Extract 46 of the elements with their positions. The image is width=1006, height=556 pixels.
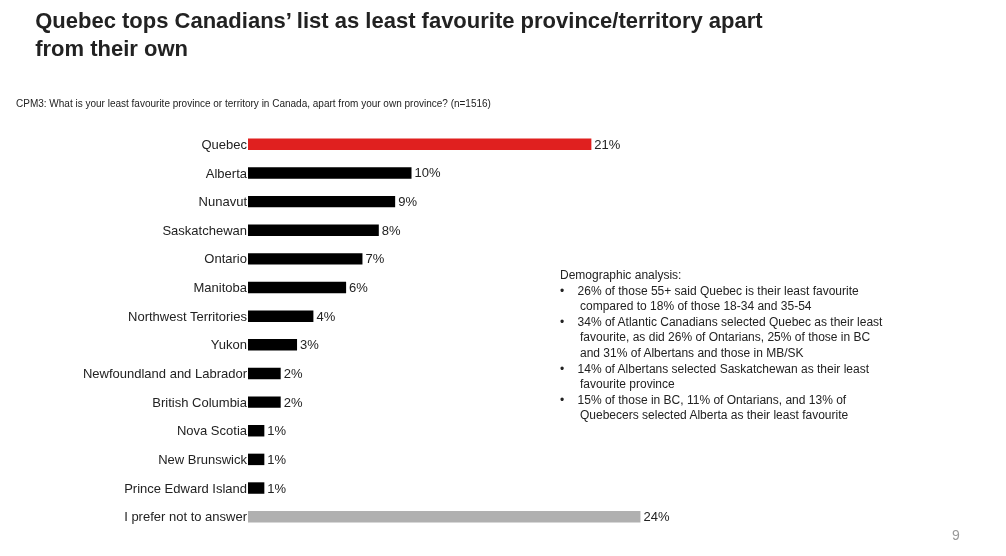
data-label: 4% — [316, 308, 336, 324]
data-label: 10% — [414, 165, 441, 181]
y-tick-label: Manitoba — [193, 280, 248, 296]
y-tick-label: British Columbia — [152, 394, 248, 410]
bar — [248, 425, 265, 437]
data-label: 8% — [381, 222, 402, 238]
data-label: 1% — [267, 451, 287, 467]
bar — [248, 482, 265, 494]
data-label: 2% — [283, 394, 303, 410]
y-tick-label: Newfoundland and Labrador — [82, 366, 248, 382]
y-tick-label: Nova Scotia — [176, 423, 248, 439]
data-label: 2% — [283, 365, 303, 381]
data-label: 9% — [398, 194, 418, 210]
y-tick-label: Northwest Territories — [128, 308, 248, 324]
data-label: 3% — [300, 337, 320, 353]
y-tick-label: Yukon — [210, 337, 247, 353]
y-tick-label: Nunavut — [198, 194, 248, 210]
y-tick-label: Saskatchewan — [162, 222, 247, 238]
y-tick-label: New Brunswick — [158, 451, 248, 467]
bar — [248, 138, 592, 151]
bar — [248, 396, 281, 408]
bar — [248, 253, 363, 265]
bar — [248, 310, 314, 322]
bar — [248, 453, 265, 466]
data-label: 1% — [267, 423, 287, 439]
chart-subtitle: CPM3: What is your least favourite province or territory in Canada, apart from your own province? (n=1516) — [16, 98, 491, 109]
data-label: 24% — [643, 509, 670, 525]
bar — [248, 510, 641, 523]
bar — [248, 367, 281, 380]
y-tick-label: Quebec — [201, 136, 248, 152]
text: Demographic analysis: • 26% of those 55+ said Quebec is their least favourite compared to 18% of those 18-34 and 35-54 • 34% of Atlantic Canadians selected Quebec as their least favourite, as did 26% of Ontarians, 25% of those in BC and 31% of Albertans and those in MB/SK • 14% of Albertans selected Saskatchewan as their least favourite province • 15% of those in BC, 11% of Ontarians, and 13% of Quebecers selected Alberta as their least favourite — [560, 268, 883, 423]
data-label: 1% — [267, 480, 287, 496]
bar — [248, 339, 298, 351]
data-label: 21% — [594, 136, 621, 152]
data-label: 7% — [365, 251, 385, 267]
y-tick-label: I prefer not to answer — [124, 509, 248, 525]
bar — [248, 281, 347, 294]
y-tick-label: Ontario — [204, 251, 247, 267]
y-tick-label: Alberta — [205, 165, 248, 181]
data-label: 6% — [349, 280, 369, 296]
bar — [248, 195, 396, 208]
text: 9 — [952, 527, 960, 543]
bar — [248, 167, 412, 179]
y-tick-label: Prince Edward Island — [124, 480, 247, 496]
bar — [248, 224, 379, 236]
chart-title: Quebec tops Canadians’ list as least favourite province/territory apart from their own — [35, 7, 764, 62]
